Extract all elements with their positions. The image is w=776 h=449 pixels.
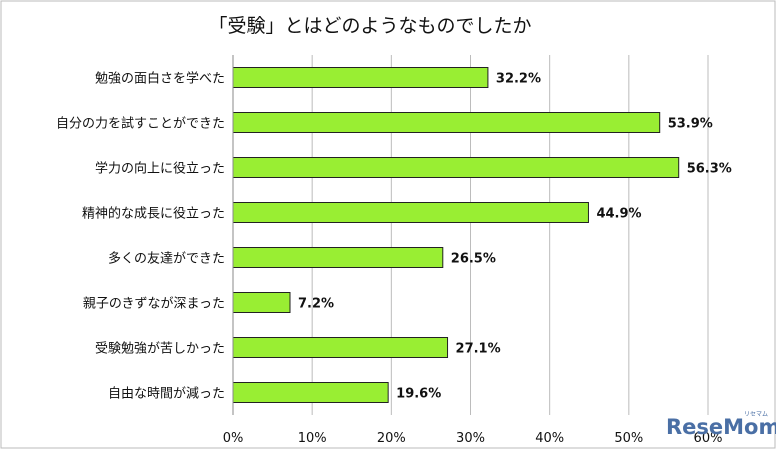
- data-label: 26.5%: [451, 252, 496, 267]
- bar: [232, 112, 661, 133]
- x-tick-label: 50%: [614, 431, 643, 446]
- resemom-logo: ReseMom リセマム: [666, 411, 776, 439]
- data-label: 7.2%: [298, 297, 334, 312]
- x-tick-label: 10%: [298, 431, 327, 446]
- x-tick-label: 30%: [456, 431, 485, 446]
- category-label: 受験勉強が苦しかった: [95, 341, 225, 357]
- chart-title: 「受験」とはどのようなものでしたか: [208, 15, 531, 37]
- data-labels: 32.2% 53.9% 56.3% 44.9% 26.5% 7.2% 27.1% 19.6%: [298, 72, 732, 402]
- data-label: 19.6%: [396, 387, 441, 402]
- x-tick-label: 60%: [694, 431, 723, 446]
- category-label: 学力の向上に役立った: [95, 161, 225, 177]
- category-label: 自分の力を試すことができた: [56, 116, 225, 132]
- category-label: 勉強の面白さを学べた: [95, 71, 225, 87]
- data-label: 27.1%: [456, 342, 501, 357]
- bars: [232, 67, 680, 403]
- bar: [232, 292, 291, 313]
- category-label: 自由な時間が減った: [108, 386, 225, 402]
- x-axis-ticks: 0% 10% 20% 30% 40% 50% 60%: [223, 431, 723, 446]
- bar: [232, 337, 449, 358]
- data-label: 32.2%: [496, 72, 541, 87]
- logo-small-text: リセマム: [744, 411, 768, 418]
- category-label: 精神的な成長に役立った: [82, 206, 225, 222]
- category-label: 多くの友達ができた: [108, 251, 225, 267]
- bar: [232, 247, 444, 268]
- x-tick-label: 40%: [535, 431, 564, 446]
- logo-text: ReseMom: [666, 415, 776, 439]
- x-tick-label: 0%: [223, 431, 244, 446]
- category-label: 親子のきずなが深まった: [83, 297, 225, 312]
- data-label: 53.9%: [668, 117, 713, 132]
- bar: [232, 202, 589, 223]
- data-label: 44.9%: [596, 207, 641, 222]
- bar: [232, 382, 389, 403]
- bar: [232, 67, 489, 88]
- category-labels: 勉強の面白さを学べた自分の力を試すことができた学力の向上に役立った精神的な成長に…: [56, 71, 225, 402]
- x-tick-label: 20%: [377, 431, 406, 446]
- bar: [232, 157, 680, 178]
- data-label: 56.3%: [687, 162, 732, 177]
